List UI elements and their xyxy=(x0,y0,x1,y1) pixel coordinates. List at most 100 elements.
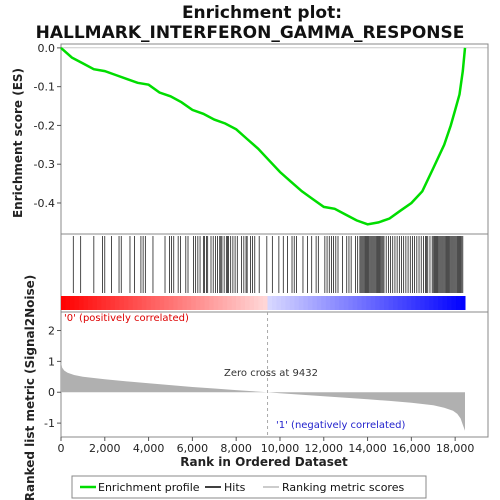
colorbar-segment xyxy=(411,296,417,310)
colorbar-segment xyxy=(119,296,125,310)
colorbar-segment xyxy=(164,296,170,310)
metric-y-tick-label: 0 xyxy=(48,386,55,399)
colorbar-segment xyxy=(222,296,228,310)
es-y-axis-label: Enrichment score (ES) xyxy=(11,68,25,218)
x-axis-label: Rank in Ordered Dataset xyxy=(180,455,348,469)
colorbar-segment xyxy=(78,296,84,310)
colorbar-segment xyxy=(61,296,66,310)
metric-y-ticks: 2 1 0 -1 xyxy=(44,325,61,430)
colorbar-segment xyxy=(87,296,93,310)
colorbar-segment xyxy=(294,296,300,310)
colorbar-segment xyxy=(330,296,336,310)
colorbar-segment xyxy=(343,296,349,310)
pos-correlated-label: '0' (positively correlated) xyxy=(64,313,189,324)
colorbar-segment xyxy=(263,296,268,310)
colorbar-segment xyxy=(155,296,161,310)
colorbar-segment xyxy=(245,296,251,310)
colorbar-segment xyxy=(267,296,273,310)
x-tick-label: 4,000 xyxy=(133,442,165,455)
metric-panel-frame xyxy=(60,311,489,438)
colorbar-segment xyxy=(388,296,394,310)
colorbar-segment xyxy=(384,296,390,310)
es-panel-frame xyxy=(60,43,489,235)
colorbar-segment xyxy=(289,296,295,310)
colorbar-segment xyxy=(137,296,143,310)
metric-panel: 210-1 '0' (positively correlated) Zero c… xyxy=(23,275,489,500)
colorbar-segment xyxy=(285,296,291,310)
colorbar-segment xyxy=(96,296,102,310)
colorbar-segment xyxy=(271,296,277,310)
es-y-tick-label: -0.2 xyxy=(34,119,55,132)
x-tick-label: 2,000 xyxy=(89,442,121,455)
colorbar-segment xyxy=(442,296,448,310)
colorbar-segment xyxy=(182,296,188,310)
colorbar-segment xyxy=(325,296,331,310)
colorbar-segment xyxy=(173,296,179,310)
colorbar-segment xyxy=(361,296,367,310)
colorbar-segment xyxy=(456,296,462,310)
colorbar-segment xyxy=(200,296,206,310)
hits-panel xyxy=(60,233,489,313)
rank-colorbar xyxy=(61,296,466,310)
metric-fill xyxy=(61,361,465,431)
colorbar-segment xyxy=(312,296,318,310)
colorbar-segment xyxy=(65,296,71,310)
colorbar-segment xyxy=(105,296,111,310)
zero-cross-label: Zero cross at 9432 xyxy=(224,368,318,379)
colorbar-segment xyxy=(236,296,242,310)
colorbar-segment xyxy=(397,296,403,310)
x-ticks: 0 2,000 4,000 6,000 8,000 10,000 12,000 14,000 1… xyxy=(58,437,474,455)
colorbar-segment xyxy=(231,296,237,310)
legend-metric-label: Ranking metric scores xyxy=(282,481,404,494)
colorbar-segment xyxy=(258,296,264,310)
colorbar-segment xyxy=(69,296,75,310)
colorbar-segment xyxy=(110,296,116,310)
legend-hits-label: Hits xyxy=(224,481,246,494)
colorbar-segment xyxy=(406,296,412,310)
metric-y-tick-label: -1 xyxy=(44,417,55,430)
colorbar-segment xyxy=(366,296,372,310)
x-tick-label: 0 xyxy=(58,442,65,455)
colorbar-segment xyxy=(249,296,255,310)
x-tick-label: 16,000 xyxy=(392,442,431,455)
colorbar-segment xyxy=(227,296,233,310)
colorbar-segment xyxy=(218,296,224,310)
colorbar-segment xyxy=(357,296,363,310)
colorbar-segment xyxy=(132,296,138,310)
colorbar-segment xyxy=(447,296,453,310)
x-tick-label: 10,000 xyxy=(261,442,300,455)
colorbar-segment xyxy=(177,296,183,310)
es-y-tick-label: -0.4 xyxy=(34,197,55,210)
colorbar-segment xyxy=(83,296,89,310)
metric-y-tick-label: 1 xyxy=(48,355,55,368)
colorbar-segment xyxy=(375,296,381,310)
colorbar-segment xyxy=(123,296,129,310)
colorbar-segment xyxy=(74,296,80,310)
colorbar-segment xyxy=(159,296,165,310)
colorbar-segment xyxy=(150,296,156,310)
hit-marks xyxy=(72,236,464,293)
es-y-ticks: 0.0 -0.1 -0.2 -0.3 -0.4 xyxy=(34,42,61,210)
metric-y-axis-label: Ranked list metric (Signal2Noise) xyxy=(23,275,37,500)
colorbar-segment xyxy=(276,296,282,310)
colorbar-segment xyxy=(420,296,426,310)
colorbar-segment xyxy=(402,296,408,310)
colorbar-segment xyxy=(348,296,354,310)
colorbar-segment xyxy=(204,296,210,310)
legend-profile-label: Enrichment profile xyxy=(98,481,200,494)
colorbar-segment xyxy=(280,296,286,310)
x-tick-label: 12,000 xyxy=(305,442,344,455)
colorbar-segment xyxy=(429,296,435,310)
colorbar-segment xyxy=(424,296,430,310)
colorbar-segment xyxy=(209,296,215,310)
chart-title-line2: HALLMARK_INTERFERON_GAMMA_RESPONSE xyxy=(36,23,465,43)
colorbar-segment xyxy=(168,296,174,310)
neg-correlated-label: '1' (negatively correlated) xyxy=(276,420,405,431)
colorbar-segment xyxy=(339,296,345,310)
colorbar-segment xyxy=(393,296,399,310)
colorbar-segment xyxy=(316,296,322,310)
es-panel: 0.0 -0.1 -0.2 -0.3 -0.4 Enrichment score (ES… xyxy=(11,42,489,235)
metric-y-tick-label: 2 xyxy=(48,325,55,338)
es-profile-line xyxy=(60,46,467,226)
